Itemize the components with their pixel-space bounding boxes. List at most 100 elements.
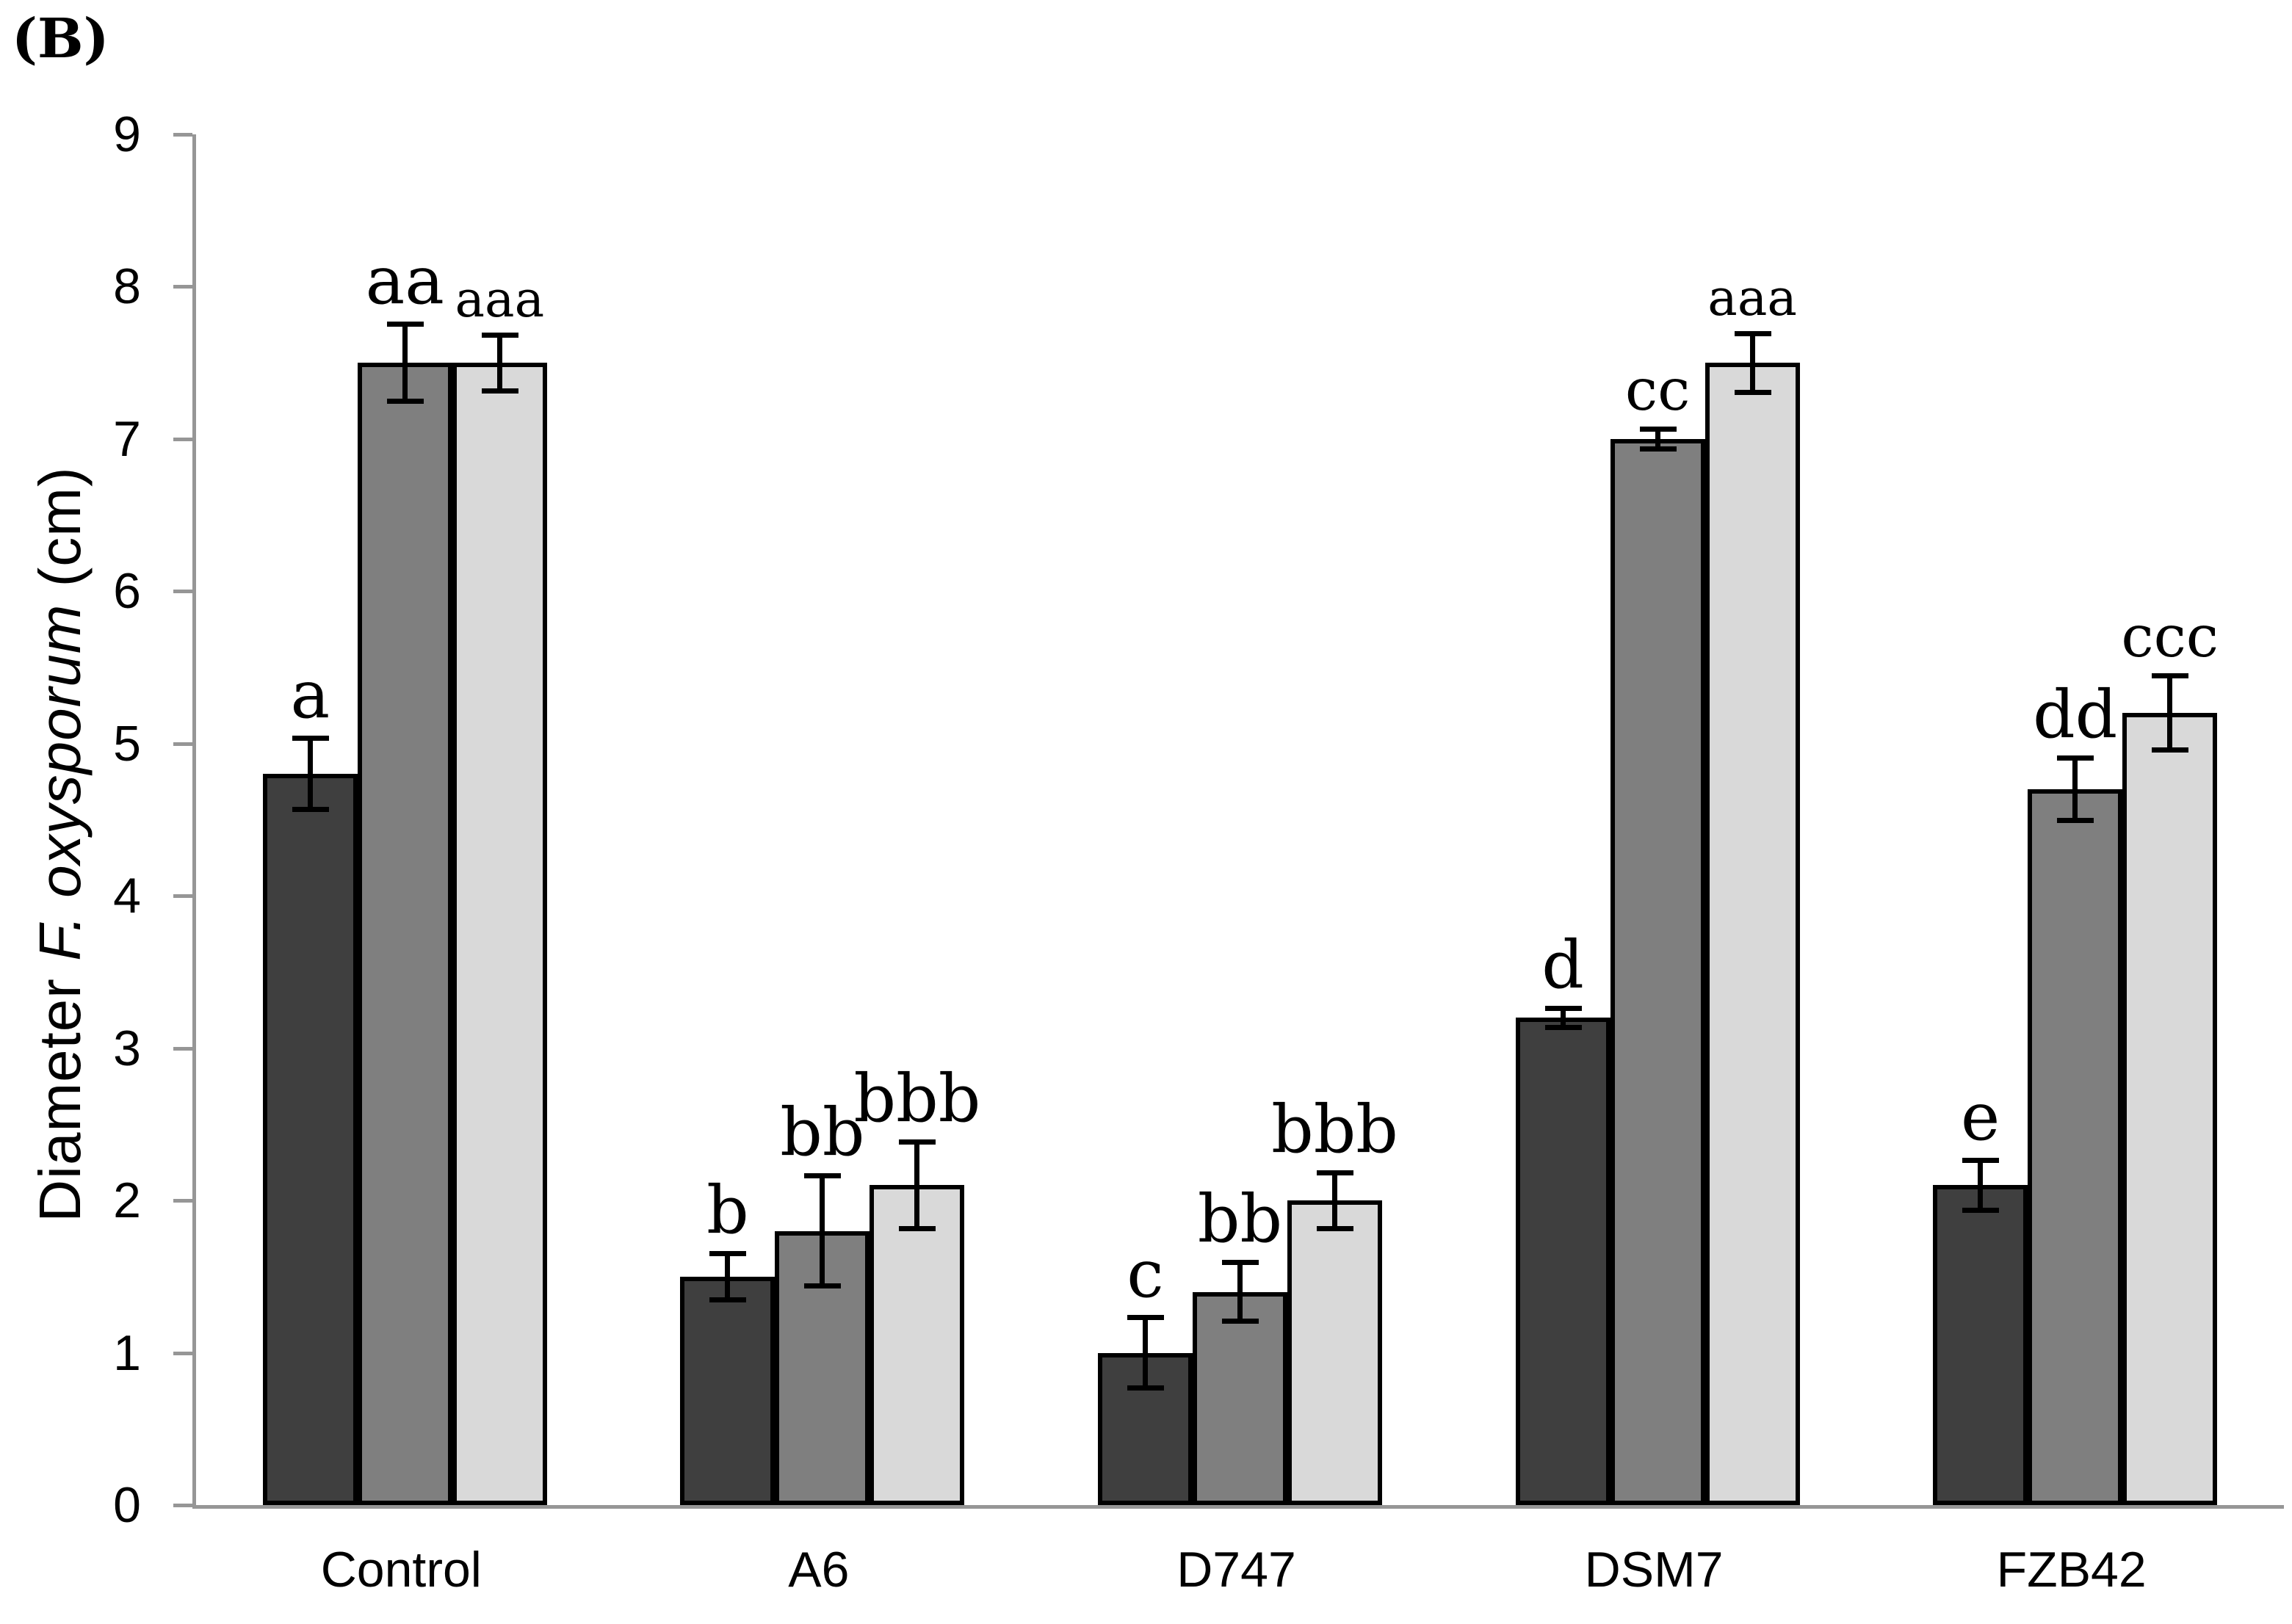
y-axis-tick-label: 6 bbox=[113, 563, 141, 620]
significance-label: aa bbox=[365, 242, 444, 320]
error-bar-cap-bottom bbox=[481, 388, 518, 394]
error-bar-cap-top bbox=[709, 1250, 747, 1256]
bar-slot-D747-medium-gray-bars: bb bbox=[1193, 134, 1287, 1505]
y-axis-tick bbox=[173, 285, 192, 289]
y-axis-tick bbox=[173, 894, 192, 899]
error-bar-whisker bbox=[1749, 330, 1755, 395]
error-bar-cap-top bbox=[386, 322, 424, 327]
bar-slot-A6-light-gray-bars: bbb bbox=[853, 134, 980, 1505]
error-bar-cap-top bbox=[2152, 673, 2189, 679]
x-category-label-Control: Control bbox=[320, 1542, 482, 1598]
panel-label: (B) bbox=[12, 7, 109, 70]
error-bar-cap-bottom bbox=[1962, 1207, 2000, 1213]
y-axis-tick bbox=[173, 742, 192, 746]
error-bar-whisker bbox=[1332, 1170, 1337, 1231]
y-axis-tick-label: 7 bbox=[113, 410, 141, 467]
error-bar-cap-bottom bbox=[292, 807, 329, 813]
bar-D747-light-gray-bars bbox=[1287, 1200, 1382, 1505]
bar-Control-medium-gray-bars bbox=[357, 363, 452, 1505]
bar-slot-DSM7-medium-gray-bars: cc bbox=[1610, 134, 1705, 1505]
error-bar-cap-bottom bbox=[386, 399, 424, 405]
error-bar-cap-bottom bbox=[804, 1283, 842, 1289]
significance-label: cc bbox=[1624, 356, 1691, 424]
bar-slot-DSM7-light-gray-bars: aaa bbox=[1704, 134, 1800, 1505]
bar-slot-A6-dark-gray-bars: b bbox=[680, 134, 776, 1505]
error-bar-whisker bbox=[307, 736, 313, 813]
error-bar-cap-bottom bbox=[1222, 1319, 1259, 1324]
bar-A6-light-gray-bars bbox=[870, 1185, 965, 1505]
bar-Control-light-gray-bars bbox=[452, 363, 547, 1505]
plot-area: 0 1 2 3 4 5 6 7 8 9 a aa aaa b bb bbb c bb bbb d cc aaa e dd ccc bbox=[113, 106, 2284, 1533]
bar-FZB42-dark-gray-bars bbox=[1933, 1185, 2028, 1505]
significance-label: aaa bbox=[1707, 269, 1797, 327]
bar-D747-medium-gray-bars bbox=[1193, 1291, 1287, 1505]
bar-slot-Control-dark-gray-bars: a bbox=[262, 134, 358, 1505]
bar-FZB42-medium-gray-bars bbox=[2028, 789, 2123, 1505]
error-bar-cap-bottom bbox=[899, 1225, 936, 1231]
significance-label: aaa bbox=[455, 270, 545, 329]
error-bar-cap-top bbox=[899, 1139, 936, 1145]
error-bar-cap-top bbox=[481, 332, 518, 338]
y-axis-tick bbox=[173, 1199, 192, 1203]
bar-A6-dark-gray-bars bbox=[680, 1276, 776, 1505]
bar-Control-dark-gray-bars bbox=[262, 774, 358, 1505]
error-bar-cap-bottom bbox=[2057, 817, 2094, 823]
error-bar-cap-bottom bbox=[1544, 1024, 1582, 1030]
error-bar-cap-top bbox=[1222, 1260, 1259, 1266]
y-axis-tick bbox=[173, 133, 192, 137]
error-bar-whisker bbox=[2167, 673, 2173, 753]
x-category-label-D747: D747 bbox=[1176, 1542, 1296, 1598]
y-axis-tick-label: 2 bbox=[113, 1172, 141, 1229]
significance-label: c bbox=[1127, 1235, 1164, 1313]
y-axis-tick bbox=[173, 1504, 192, 1507]
error-bar-whisker bbox=[496, 332, 502, 394]
error-bar-cap-bottom bbox=[709, 1297, 747, 1303]
significance-label: d bbox=[1541, 926, 1584, 1004]
x-category-label-A6: A6 bbox=[788, 1542, 850, 1598]
significance-label: bbb bbox=[1271, 1090, 1398, 1168]
bar-slot-Control-medium-gray-bars: aa bbox=[357, 134, 452, 1505]
error-bar-whisker bbox=[725, 1250, 731, 1303]
error-bar-whisker bbox=[820, 1172, 825, 1289]
error-bar-whisker bbox=[1655, 427, 1660, 452]
y-axis-tick-label: 0 bbox=[113, 1477, 141, 1533]
y-axis-tick-label: 5 bbox=[113, 715, 141, 772]
bar-DSM7-medium-gray-bars bbox=[1610, 438, 1705, 1505]
bar-FZB42-light-gray-bars bbox=[2122, 713, 2218, 1505]
significance-label: ccc bbox=[2121, 603, 2219, 671]
significance-label: a bbox=[290, 656, 330, 734]
bar-DSM7-light-gray-bars bbox=[1704, 363, 1800, 1505]
x-category-label-DSM7: DSM7 bbox=[1584, 1542, 1724, 1598]
y-axis-tick-label: 8 bbox=[113, 258, 141, 315]
significance-label: bbb bbox=[853, 1060, 981, 1138]
significance-label: dd bbox=[2033, 676, 2118, 754]
error-bar-cap-top bbox=[1127, 1314, 1164, 1320]
bar-slot-Control-light-gray-bars: aaa bbox=[452, 134, 547, 1505]
error-bar-whisker bbox=[402, 322, 408, 405]
significance-label: b bbox=[706, 1171, 749, 1249]
error-bar-cap-bottom bbox=[1317, 1225, 1353, 1231]
y-axis-tick-label: 1 bbox=[113, 1324, 141, 1381]
error-bar-cap-top bbox=[1962, 1158, 2000, 1164]
x-axis-category-labels: Control A6 D747 DSM7 FZB42 bbox=[192, 1540, 2280, 1601]
bar-slot-FZB42-medium-gray-bars: dd bbox=[2028, 134, 2123, 1505]
error-bar-cap-bottom bbox=[1734, 389, 1771, 395]
error-bar-whisker bbox=[1143, 1314, 1148, 1391]
y-axis-tick bbox=[173, 590, 192, 594]
significance-label: bb bbox=[780, 1093, 865, 1171]
error-bar-cap-top bbox=[804, 1172, 842, 1178]
bar-slot-FZB42-dark-gray-bars: e bbox=[1933, 134, 2028, 1505]
error-bar-whisker bbox=[1560, 1005, 1566, 1030]
error-bar-cap-top bbox=[1317, 1170, 1353, 1175]
bar-slot-FZB42-light-gray-bars: ccc bbox=[2121, 134, 2219, 1505]
error-bar-cap-top bbox=[1734, 330, 1771, 336]
bar-DSM7-dark-gray-bars bbox=[1515, 1018, 1610, 1505]
error-bar-whisker bbox=[1978, 1158, 1984, 1213]
significance-label: e bbox=[1961, 1079, 2000, 1156]
bar-slot-DSM7-dark-gray-bars: d bbox=[1515, 134, 1610, 1505]
error-bar-cap-top bbox=[1639, 427, 1677, 432]
y-axis-tick bbox=[173, 437, 192, 441]
bar-slot-D747-light-gray-bars: bbb bbox=[1271, 134, 1398, 1505]
significance-label: bb bbox=[1197, 1181, 1283, 1258]
error-bar-cap-top bbox=[292, 736, 329, 742]
